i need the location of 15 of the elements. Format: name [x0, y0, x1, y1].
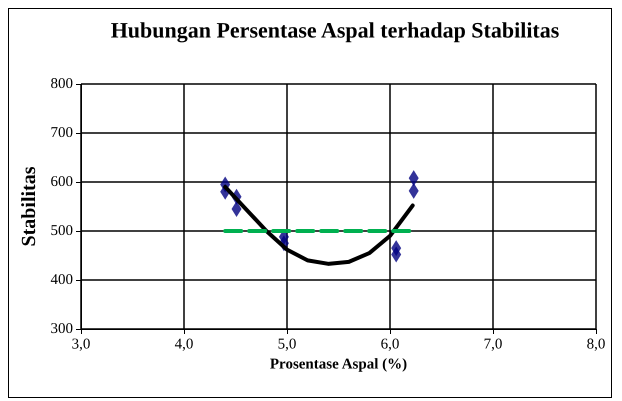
y-tick-label: 600	[50, 174, 73, 190]
y-tick-label: 400	[50, 272, 73, 288]
chart-title: Hubungan Persentase Aspal terhadap Stabilitas	[110, 18, 560, 42]
x-tick-label: 8,0	[586, 336, 606, 352]
y-tick-label: 500	[50, 223, 73, 239]
x-tick-label: 6,0	[380, 336, 400, 352]
x-axis-title: Prosentase Aspal (%)	[270, 356, 408, 372]
x-tick-label: 4,0	[174, 336, 194, 352]
x-tick-label: 3,0	[72, 336, 90, 352]
y-tick-label: 800	[50, 76, 73, 92]
y-tick-label: 700	[50, 125, 73, 141]
x-tick-label: 7,0	[484, 336, 502, 352]
y-tick-label: 300	[50, 321, 73, 337]
y-axis-title: Stabilitas	[18, 166, 40, 247]
x-tick-label: 5,0	[278, 336, 296, 352]
